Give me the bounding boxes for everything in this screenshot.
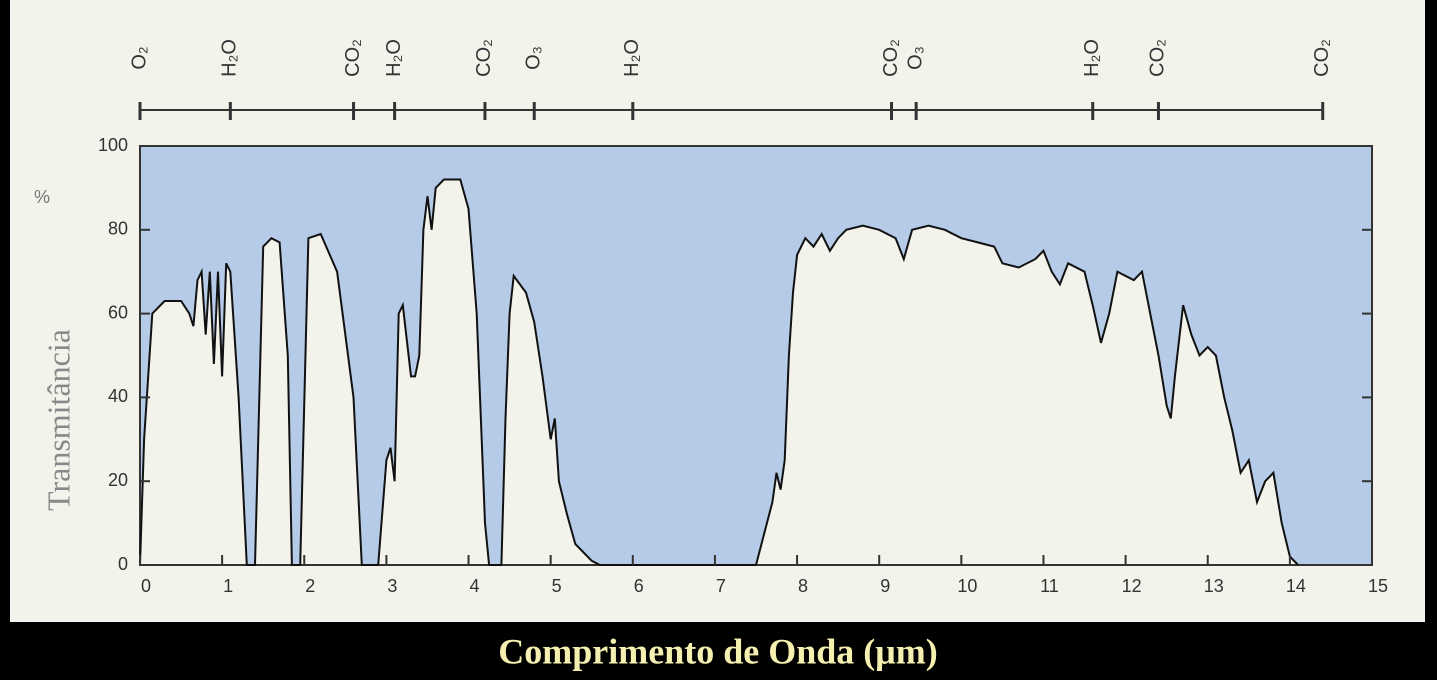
x-tick-label: 1 bbox=[223, 576, 233, 596]
y-tick-label: 40 bbox=[108, 386, 128, 406]
y-axis-title: Transmitância bbox=[40, 329, 76, 511]
y-unit: % bbox=[34, 187, 50, 207]
molecule-label: CO₂ bbox=[473, 39, 495, 77]
x-tick-label: 4 bbox=[470, 576, 480, 596]
molecule-label: H₂O bbox=[1081, 39, 1103, 77]
x-tick-label: 3 bbox=[387, 576, 397, 596]
y-tick-label: 20 bbox=[108, 470, 128, 490]
molecule-label: H₂O bbox=[621, 39, 643, 77]
molecule-label: CO₂ bbox=[1311, 39, 1333, 77]
y-tick-label: 0 bbox=[118, 554, 128, 574]
x-tick-label: 10 bbox=[957, 576, 977, 596]
x-tick-label: 6 bbox=[634, 576, 644, 596]
x-tick-label: 8 bbox=[798, 576, 808, 596]
molecule-label: H₂O bbox=[219, 39, 241, 77]
x-tick-label: 13 bbox=[1204, 576, 1224, 596]
y-tick-label: 80 bbox=[108, 219, 128, 239]
x-axis-title: Comprimento de Onda (μm) bbox=[498, 631, 937, 671]
x-tick-label: 11 bbox=[1040, 576, 1059, 596]
x-tick-label: 12 bbox=[1122, 576, 1142, 596]
x-tick-label: 7 bbox=[716, 576, 726, 596]
y-tick-label: 60 bbox=[108, 302, 128, 322]
x-tick-label: 0 bbox=[141, 576, 151, 596]
x-tick-label: 15 bbox=[1368, 576, 1388, 596]
x-tick-label: 5 bbox=[552, 576, 562, 596]
molecule-label: O₃ bbox=[904, 46, 926, 70]
molecule-label: CO₂ bbox=[1147, 39, 1169, 77]
x-tick-label: 14 bbox=[1286, 576, 1306, 596]
molecule-label: O₂ bbox=[128, 46, 150, 69]
y-tick-label: 100 bbox=[98, 135, 128, 155]
transmittance-line bbox=[139, 178, 1299, 566]
x-tick-label: 9 bbox=[880, 576, 890, 596]
x-tick-label: 2 bbox=[305, 576, 315, 596]
absorption-area bbox=[140, 146, 1372, 565]
molecule-label: H₂O bbox=[383, 39, 405, 77]
molecule-label: CO₂ bbox=[342, 39, 364, 77]
molecule-label: O₃ bbox=[523, 46, 545, 70]
molecule-label: CO₂ bbox=[880, 39, 902, 77]
